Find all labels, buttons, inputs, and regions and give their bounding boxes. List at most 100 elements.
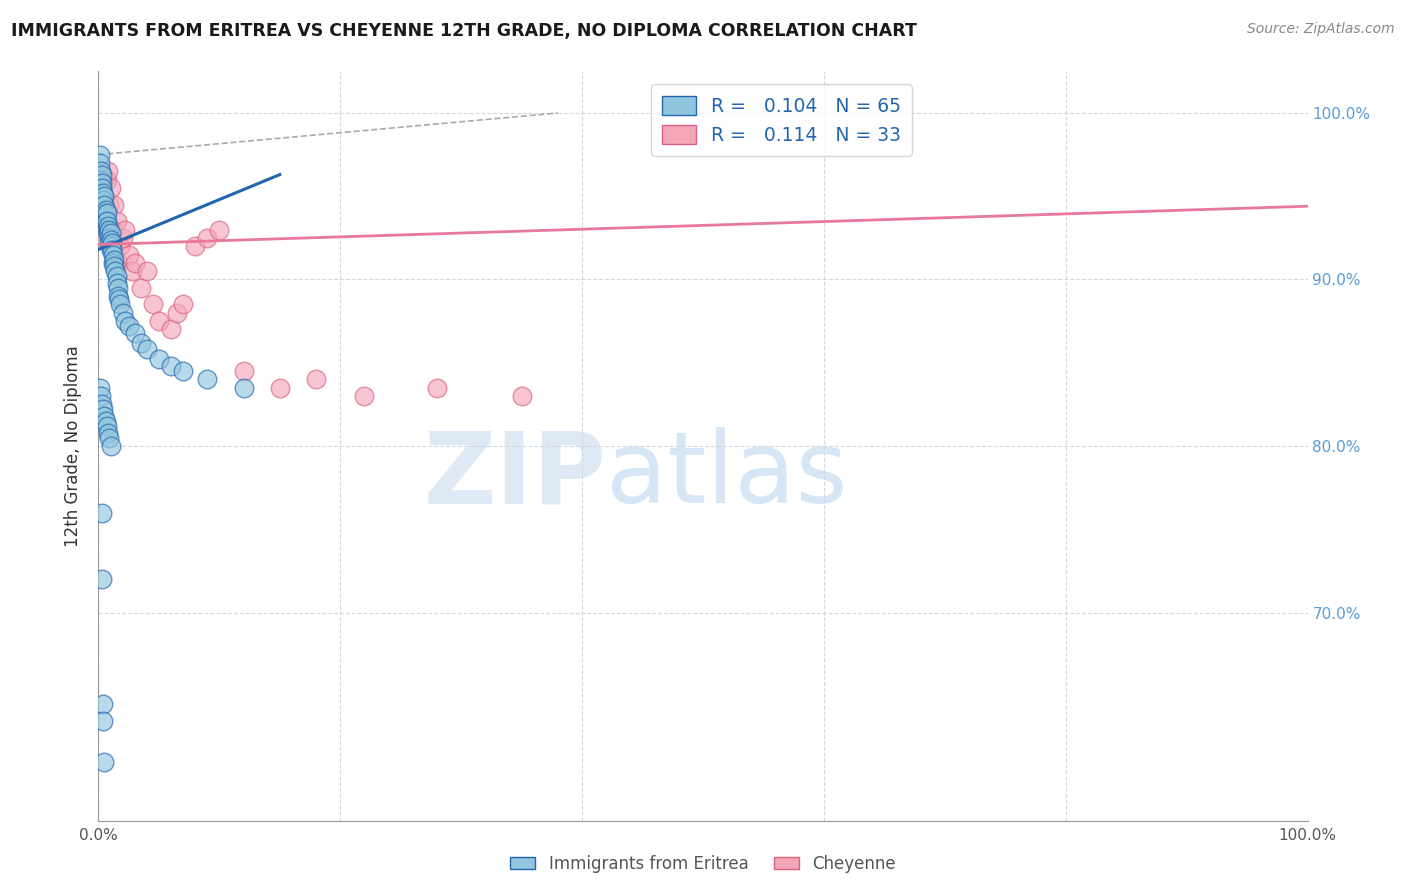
Point [172, 297, 194, 311]
Point [97, 164, 120, 178]
Text: Source: ZipAtlas.com: Source: ZipAtlas.com [1247, 22, 1395, 37]
Point [269, 381, 291, 395]
Point [91, 714, 114, 728]
Point [94, 202, 117, 217]
Legend: Immigrants from Eritrea, Cheyenne: Immigrants from Eritrea, Cheyenne [503, 848, 903, 880]
Point [108, 297, 131, 311]
Point [100, 233, 122, 247]
Point [91, 168, 114, 182]
Point [100, 235, 122, 250]
Point [232, 381, 254, 395]
Point [142, 297, 165, 311]
Point [97, 219, 120, 234]
Point [100, 243, 122, 257]
Point [89, 156, 111, 170]
Point [91, 193, 114, 207]
Point [353, 389, 375, 403]
Point [94, 214, 117, 228]
Point [98, 431, 121, 445]
Text: IMMIGRANTS FROM ERITREA VS CHEYENNE 12TH GRADE, NO DIPLOMA CORRELATION CHART: IMMIGRANTS FROM ERITREA VS CHEYENNE 12TH… [11, 22, 917, 40]
Point [305, 372, 328, 386]
Point [91, 186, 114, 200]
Point [96, 419, 118, 434]
Point [121, 264, 143, 278]
Point [107, 281, 129, 295]
Point [510, 389, 533, 403]
Point [105, 276, 128, 290]
Point [135, 264, 157, 278]
Point [93, 206, 115, 220]
Point [101, 222, 124, 236]
Point [232, 364, 254, 378]
Point [108, 293, 131, 307]
Point [97, 425, 120, 440]
Point [172, 364, 194, 378]
Point [90, 164, 112, 178]
Point [89, 214, 111, 228]
Point [93, 756, 115, 770]
Point [90, 172, 112, 186]
Point [93, 189, 115, 203]
Point [91, 397, 114, 411]
Point [96, 214, 118, 228]
Point [96, 172, 118, 186]
Point [129, 335, 152, 350]
Point [91, 402, 114, 417]
Point [104, 264, 127, 278]
Legend: R =   0.104   N = 65, R =   0.114   N = 33: R = 0.104 N = 65, R = 0.114 N = 33 [651, 85, 912, 156]
Point [184, 239, 207, 253]
Point [426, 381, 449, 395]
Point [101, 256, 124, 270]
Y-axis label: 12th Grade, No Diploma: 12th Grade, No Diploma [65, 345, 83, 547]
Point [124, 326, 146, 340]
Point [91, 697, 114, 711]
Point [114, 222, 136, 236]
Point [114, 314, 136, 328]
Point [91, 506, 114, 520]
Point [118, 247, 141, 261]
Point [93, 197, 115, 211]
Point [103, 197, 125, 211]
Point [208, 222, 231, 236]
Point [93, 409, 115, 423]
Point [124, 256, 146, 270]
Point [129, 281, 152, 295]
Point [148, 314, 170, 328]
Point [100, 181, 122, 195]
Point [103, 259, 125, 273]
Point [108, 239, 131, 253]
Point [100, 439, 122, 453]
Point [94, 414, 117, 428]
Point [160, 322, 183, 336]
Point [107, 256, 129, 270]
Point [111, 306, 134, 320]
Point [118, 319, 141, 334]
Point [89, 381, 111, 395]
Point [91, 572, 114, 586]
Point [100, 243, 122, 257]
Point [91, 181, 114, 195]
Point [93, 231, 115, 245]
Point [195, 231, 218, 245]
Text: atlas: atlas [606, 427, 848, 524]
Point [89, 147, 111, 161]
Point [195, 372, 218, 386]
Point [103, 252, 125, 267]
Text: ZIP: ZIP [423, 427, 606, 524]
Point [105, 214, 128, 228]
Point [96, 222, 118, 236]
Point [98, 231, 121, 245]
Point [100, 226, 122, 240]
Point [98, 235, 121, 250]
Point [91, 176, 114, 190]
Point [90, 389, 112, 403]
Point [98, 197, 121, 211]
Point [160, 359, 183, 373]
Point [101, 247, 124, 261]
Point [91, 172, 114, 186]
Point [100, 239, 122, 253]
Point [96, 206, 118, 220]
Point [135, 343, 157, 357]
Point [148, 352, 170, 367]
Point [98, 222, 121, 236]
